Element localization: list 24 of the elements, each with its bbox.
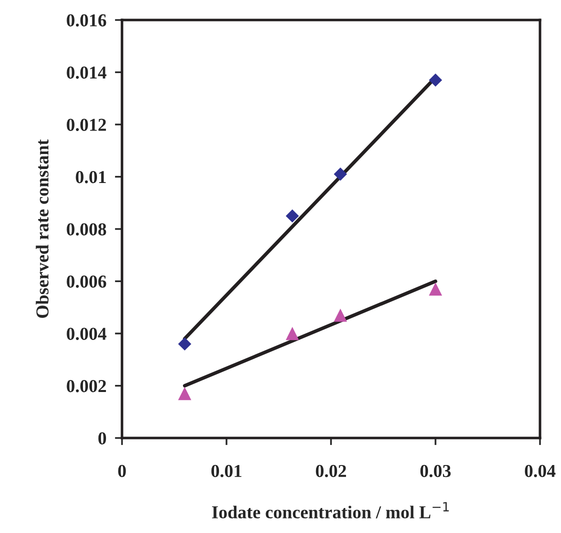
x-tick-label: 0.04 — [524, 464, 556, 478]
point — [178, 387, 192, 400]
y-tick-label: 0.012 — [66, 118, 106, 132]
y-tick-label: 0.014 — [66, 66, 106, 79]
x-axis-title: Iodate concentration / mol L$^{−1}$ — [212, 502, 449, 518]
point — [428, 282, 442, 296]
point — [286, 326, 299, 340]
y-tick-label: 0.002 — [66, 380, 106, 392]
y-axis-title: Observed rate constant — [36, 139, 49, 318]
x-tick-label: 0 — [118, 464, 126, 478]
point — [178, 337, 192, 351]
y-tick-label: 0.006 — [66, 276, 106, 288]
point — [334, 308, 347, 322]
x-tick-label: 0.03 — [420, 464, 451, 478]
point — [428, 74, 442, 87]
y-tick-label: 0.004 — [66, 328, 106, 340]
y-tick-label: 0 — [98, 432, 106, 444]
x-tick-label: 0.01 — [211, 464, 242, 478]
x-tick-label: 0.02 — [316, 464, 346, 478]
point — [334, 168, 347, 181]
y-tick-label: 0.008 — [66, 223, 106, 236]
y-tick-label: 0.016 — [66, 14, 106, 27]
point — [286, 209, 299, 223]
y-tick-label: 0.01 — [76, 171, 106, 184]
